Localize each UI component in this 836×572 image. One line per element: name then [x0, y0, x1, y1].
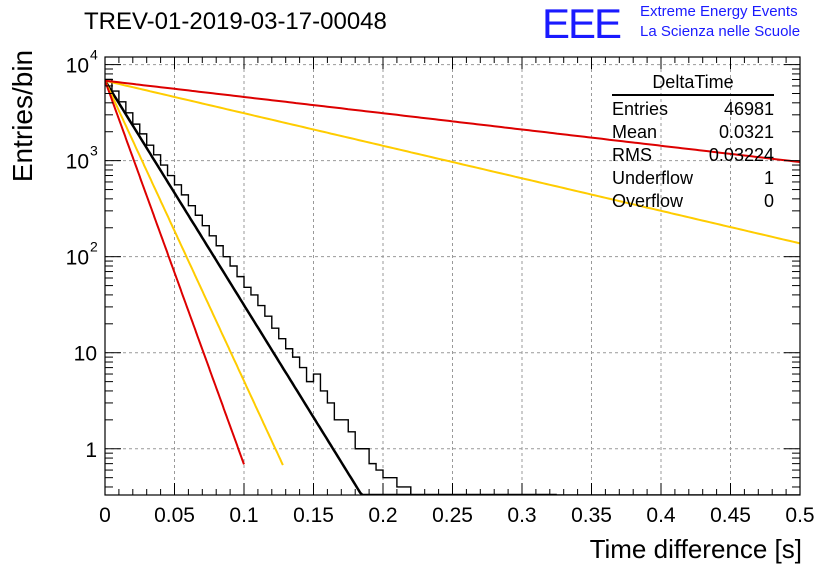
y-tick-label: 10	[66, 55, 89, 78]
y-tick-label: 10	[66, 151, 89, 174]
fit-curve-1	[105, 79, 800, 245]
stats-value: 0.03224	[708, 145, 774, 165]
stats-box: DeltaTime Entries 46981 Mean 0.0321 RMS 0.0…	[612, 72, 774, 213]
plot-title: TREV-01-2019-03-17-00048	[84, 8, 387, 35]
stats-row: Mean 0.0321	[612, 121, 774, 144]
stats-value: 0.0321	[718, 122, 774, 142]
x-tick-label: 0.2	[368, 504, 397, 527]
x-tick-label: 0	[99, 504, 111, 527]
y-tick-exponent: 3	[90, 143, 98, 159]
logo-mark: EEE	[542, 0, 621, 44]
stats-label: Overflow	[612, 191, 684, 211]
stats-value: 46981	[723, 99, 774, 119]
x-tick-label: 0.15	[293, 504, 334, 527]
logo-line-2: La Scienza nelle Scuole	[640, 23, 801, 40]
stats-row: RMS 0.03224	[612, 144, 774, 167]
fit-curve-0	[105, 80, 557, 495]
x-tick-label: 0.1	[229, 504, 258, 527]
stats-value: 1	[763, 168, 774, 188]
x-tick-label: 0.05	[154, 504, 195, 527]
x-tick-label: 0.5	[785, 504, 814, 527]
logo-line-1: Extreme Energy Events	[640, 3, 798, 20]
stats-label: Mean	[612, 122, 658, 142]
x-tick-label: 0.45	[710, 504, 751, 527]
stats-value: 0	[763, 191, 774, 211]
y-tick-label: 10	[66, 247, 89, 270]
y-tick-label: 1	[85, 439, 97, 462]
stats-label: Underflow	[612, 168, 694, 188]
y-axis-label: Entries/bin	[7, 49, 38, 183]
x-tick-label: 0.4	[646, 504, 676, 527]
x-tick-label: 0.25	[432, 504, 473, 527]
stats-row: Entries 46981	[612, 98, 774, 121]
stats-title: DeltaTime	[612, 72, 774, 96]
stats-label: Entries	[612, 99, 669, 119]
stats-label: RMS	[612, 145, 652, 165]
fit-curve-2	[105, 80, 284, 466]
x-tick-label: 0.3	[507, 504, 536, 527]
fit-curve-4	[105, 80, 245, 465]
stats-row: Underflow 1	[612, 167, 774, 190]
histogram-series	[105, 78, 800, 495]
y-tick-exponent: 4	[90, 47, 98, 63]
x-axis-label: Time difference [s]	[589, 534, 802, 564]
stats-row: Overflow 0	[612, 190, 774, 213]
x-tick-label: 0.35	[571, 504, 612, 527]
y-tick-label: 10	[74, 343, 97, 366]
eee-logo-icon: EEE	[542, 0, 623, 44]
fit-curve-3	[105, 79, 800, 163]
y-tick-exponent: 2	[90, 239, 98, 255]
